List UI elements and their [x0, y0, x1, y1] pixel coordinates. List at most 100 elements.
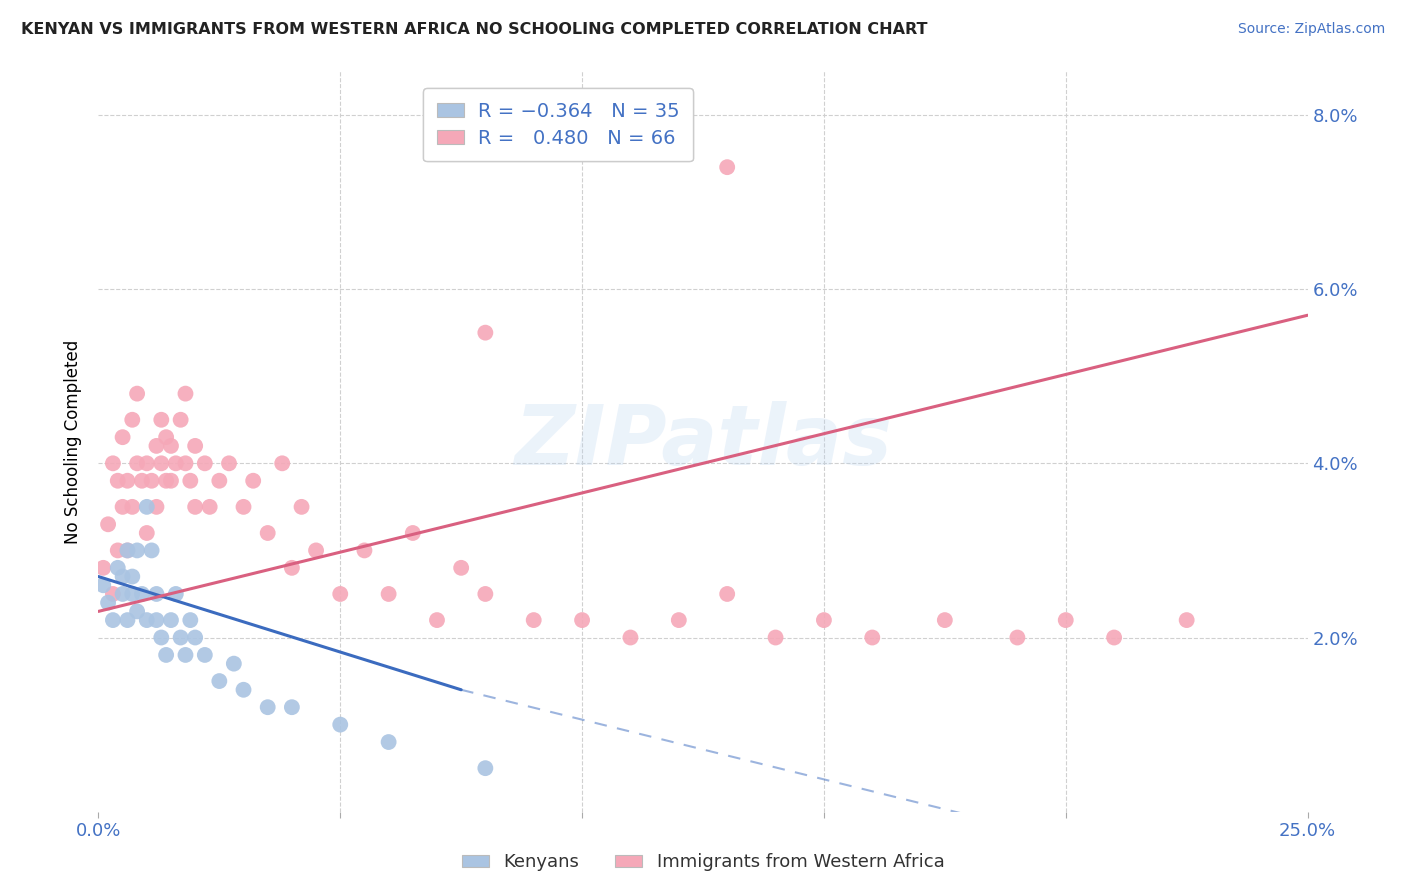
Point: [290, 500, 312, 514]
Point: [117, 613, 139, 627]
Point: [668, 613, 690, 627]
Point: [208, 474, 231, 488]
Point: [135, 456, 157, 470]
Point: [474, 587, 496, 601]
Point: [91, 561, 114, 575]
Point: [523, 613, 546, 627]
Point: [145, 500, 167, 514]
Point: [184, 439, 207, 453]
Point: [160, 474, 183, 488]
Point: [127, 456, 149, 470]
Point: [256, 700, 278, 714]
Point: [813, 613, 835, 627]
Point: [160, 613, 183, 627]
Point: [131, 474, 153, 488]
Point: [155, 648, 177, 662]
Point: [305, 543, 328, 558]
Point: [135, 526, 157, 541]
Point: [353, 543, 375, 558]
Point: [1102, 631, 1125, 645]
Point: [716, 160, 738, 174]
Point: [281, 700, 304, 714]
Y-axis label: No Schooling Completed: No Schooling Completed: [65, 340, 83, 543]
Point: [141, 543, 163, 558]
Point: [117, 543, 139, 558]
Point: [111, 569, 134, 583]
Point: [117, 543, 139, 558]
Point: [474, 326, 496, 340]
Point: [377, 735, 399, 749]
Point: [174, 648, 197, 662]
Point: [160, 439, 183, 453]
Point: [184, 500, 207, 514]
Point: [179, 474, 201, 488]
Point: [1175, 613, 1198, 627]
Point: [135, 500, 157, 514]
Point: [169, 413, 191, 427]
Point: [194, 456, 217, 470]
Point: [101, 456, 124, 470]
Point: [450, 561, 472, 575]
Point: [117, 474, 139, 488]
Point: [377, 587, 399, 601]
Point: [198, 500, 221, 514]
Point: [426, 613, 449, 627]
Point: [169, 631, 191, 645]
Point: [619, 631, 641, 645]
Point: [111, 430, 134, 444]
Point: [150, 631, 173, 645]
Point: [127, 604, 149, 618]
Point: [150, 413, 173, 427]
Point: [97, 596, 120, 610]
Text: ZIPatlas: ZIPatlas: [515, 401, 891, 482]
Point: [111, 500, 134, 514]
Point: [155, 430, 177, 444]
Point: [716, 587, 738, 601]
Point: [145, 587, 167, 601]
Point: [860, 631, 883, 645]
Point: [107, 543, 129, 558]
Point: [174, 456, 197, 470]
Text: KENYAN VS IMMIGRANTS FROM WESTERN AFRICA NO SCHOOLING COMPLETED CORRELATION CHAR: KENYAN VS IMMIGRANTS FROM WESTERN AFRICA…: [21, 22, 928, 37]
Point: [121, 500, 143, 514]
Point: [165, 456, 187, 470]
Text: Source: ZipAtlas.com: Source: ZipAtlas.com: [1237, 22, 1385, 37]
Point: [101, 613, 124, 627]
Point: [131, 587, 153, 601]
Point: [232, 682, 254, 697]
Point: [765, 631, 787, 645]
Point: [155, 474, 177, 488]
Point: [91, 578, 114, 592]
Point: [121, 569, 143, 583]
Point: [111, 587, 134, 601]
Point: [271, 456, 294, 470]
Point: [934, 613, 956, 627]
Point: [222, 657, 245, 671]
Point: [218, 456, 240, 470]
Point: [242, 474, 264, 488]
Point: [571, 613, 593, 627]
Point: [150, 456, 173, 470]
Point: [101, 587, 124, 601]
Point: [256, 526, 278, 541]
Point: [145, 439, 167, 453]
Legend: R = −0.364   N = 35, R =   0.480   N = 66: R = −0.364 N = 35, R = 0.480 N = 66: [423, 88, 693, 161]
Point: [145, 613, 167, 627]
Point: [135, 613, 157, 627]
Point: [474, 761, 496, 775]
Point: [107, 561, 129, 575]
Point: [1007, 631, 1029, 645]
Point: [107, 474, 129, 488]
Point: [179, 613, 201, 627]
Legend: Kenyans, Immigrants from Western Africa: Kenyans, Immigrants from Western Africa: [454, 847, 952, 879]
Point: [329, 587, 352, 601]
Point: [281, 561, 304, 575]
Point: [97, 517, 120, 532]
Point: [194, 648, 217, 662]
Point: [165, 587, 187, 601]
Point: [402, 526, 425, 541]
Point: [232, 500, 254, 514]
Point: [174, 386, 197, 401]
Point: [127, 543, 149, 558]
Point: [141, 474, 163, 488]
